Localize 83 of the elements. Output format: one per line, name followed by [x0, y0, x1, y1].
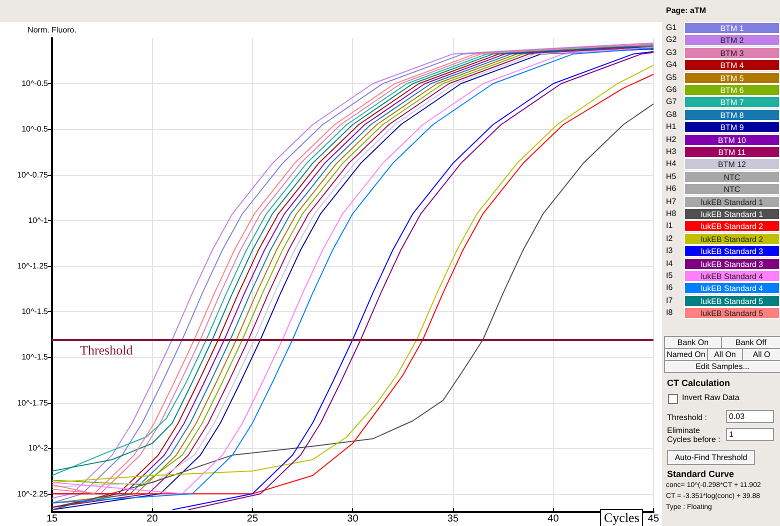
- text: lukEB Standard 4: [684, 282, 780, 294]
- text: Edit Samples...: [664, 360, 780, 373]
- text: H3: [665, 146, 678, 158]
- text: Bank Off: [721, 336, 780, 349]
- ref-line-label: Threshold: [80, 342, 134, 358]
- text: lukEB Standard 1: [684, 196, 780, 208]
- text: lukEB Standard 4: [684, 270, 780, 282]
- text: lukEB Standard 3: [684, 258, 780, 270]
- text: lukEB Standard 2: [684, 232, 780, 245]
- text: lukEB Standard 1: [684, 208, 780, 220]
- text: H6: [665, 183, 678, 196]
- text: BTM 6: [684, 84, 780, 96]
- y-axis-title: Norm. Fluoro.: [28, 26, 76, 34]
- text: BTM 11: [684, 146, 780, 158]
- text: H4: [665, 158, 678, 170]
- x-tick-label: 15: [46, 514, 58, 524]
- y-tick-label: 10^-1.5: [22, 352, 49, 362]
- y-tick-label: 10^-1: [28, 216, 49, 225]
- text: BTM 7: [684, 96, 780, 108]
- text: I5: [665, 270, 674, 282]
- text: H2: [665, 134, 678, 146]
- text: lukEB Standard 5: [684, 294, 780, 307]
- text: BTM 3: [684, 46, 780, 59]
- x-tick-label: 20: [146, 514, 158, 524]
- y-tick-label: 10^-1.75: [17, 398, 49, 408]
- text: Threshold :: [667, 412, 708, 422]
- text: Named On: [664, 348, 708, 361]
- text: BTM 9: [684, 121, 780, 134]
- text: I6: [665, 282, 674, 294]
- text: 1: [726, 428, 774, 441]
- text: Standard Curve: [667, 468, 734, 479]
- y-tick-label: 10^-2.25: [17, 489, 49, 498]
- text: G4: [665, 59, 678, 72]
- text: I2: [665, 232, 674, 245]
- text: BTM 8: [684, 108, 780, 121]
- text: G7: [665, 96, 678, 108]
- text: G8: [665, 108, 678, 121]
- text: CT Calculation: [667, 378, 730, 388]
- text: All On: [707, 348, 743, 361]
- y-tick-label: 10^-1.5: [22, 307, 49, 316]
- text: G2: [665, 34, 678, 46]
- text: lukEB Standard 3: [684, 245, 780, 258]
- x-tick-label: 25: [246, 514, 258, 524]
- text: Eliminate Cycles before :: [667, 426, 722, 444]
- y-tick-label: 10^-0.5: [22, 79, 49, 88]
- text: Page: aTM: [666, 6, 706, 15]
- text: G6: [665, 84, 678, 96]
- text: I4: [665, 258, 674, 270]
- x-axis-title: Cycles: [600, 509, 644, 526]
- text: BTM 12: [684, 158, 780, 170]
- text: NTC: [684, 170, 780, 183]
- text: BTM 2: [684, 34, 780, 46]
- text: G3: [665, 46, 678, 59]
- text: G5: [665, 72, 678, 84]
- text: Invert Raw Data: [682, 392, 740, 402]
- text: H8: [665, 208, 678, 220]
- text: BTM 4: [684, 59, 780, 72]
- text: I3: [665, 245, 674, 258]
- y-tick-label: 10^-0.5: [22, 124, 49, 134]
- text: All O: [742, 348, 780, 361]
- text: Bank On: [664, 336, 722, 349]
- text: G1: [665, 22, 678, 34]
- x-tick-label: 40: [548, 514, 560, 524]
- text: lukEB Standard 5: [684, 307, 780, 320]
- text: H5: [665, 170, 678, 183]
- y-tick-label: 10^-2: [28, 444, 49, 453]
- text: BTM 5: [684, 72, 780, 84]
- x-tick-label: 35: [447, 514, 459, 524]
- text: BTM 1: [684, 22, 780, 34]
- text: NTC: [684, 183, 780, 196]
- text: lukEB Standard 2: [684, 220, 780, 232]
- x-tick-label: 45: [648, 514, 660, 524]
- y-tick-label: 10^-1.25: [17, 261, 49, 270]
- text: BTM 10: [684, 134, 780, 146]
- text: I7: [665, 294, 674, 307]
- y-tick-label: 10^-0.75: [17, 170, 49, 180]
- text: H7: [665, 196, 678, 208]
- text: I8: [665, 307, 674, 320]
- x-tick-label: 30: [347, 514, 359, 524]
- text: Auto-Find Threshold: [667, 450, 755, 465]
- text: H1: [665, 121, 678, 134]
- text: 0.03: [726, 410, 774, 423]
- text: I1: [665, 220, 674, 232]
